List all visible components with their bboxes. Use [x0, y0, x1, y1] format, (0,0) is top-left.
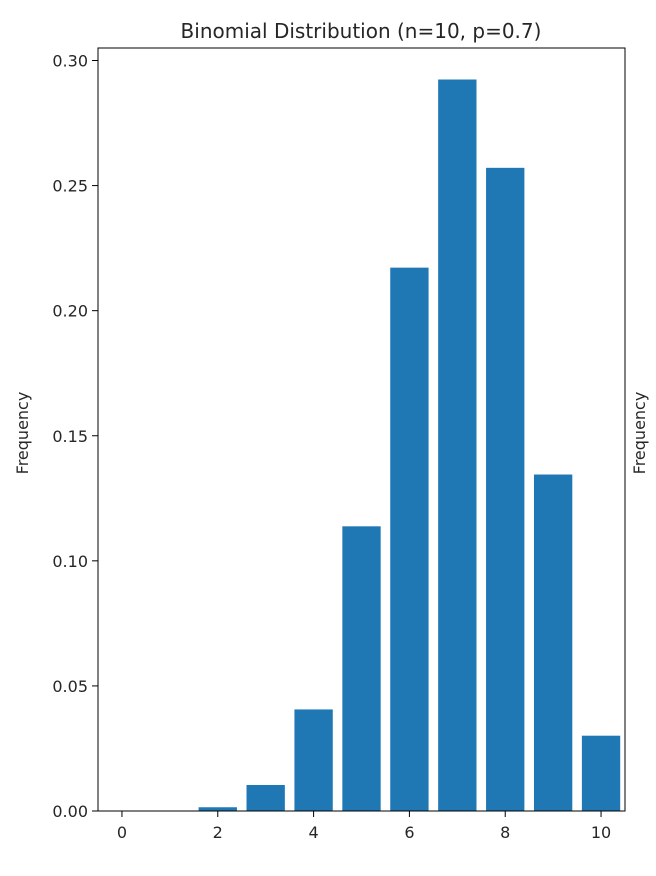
x-axis: 0 2 4 6 8 10: [117, 811, 611, 842]
bar-7: [438, 79, 477, 811]
y-tick-label: 0.25: [52, 177, 88, 196]
x-tick-label: 4: [308, 823, 318, 842]
y-axis: 0.00 0.05 0.10 0.15 0.20 0.25 0.30: [52, 52, 98, 821]
y-tick-label: 0.00: [52, 802, 88, 821]
y-tick-label: 0.05: [52, 677, 88, 696]
bar-6: [390, 267, 429, 811]
y-tick-label: 0.10: [52, 552, 88, 571]
bar-4: [294, 709, 333, 811]
bar-3: [246, 784, 285, 811]
bar-10: [581, 735, 621, 811]
x-tick-label: 8: [500, 823, 510, 842]
bar-9: [533, 474, 573, 811]
bar-5: [342, 526, 381, 811]
plot-area-frame: [97, 47, 626, 812]
x-tick-label: 2: [213, 823, 223, 842]
y-tick-label: 0.30: [52, 52, 88, 71]
y-axis-title-right: Frequency: [630, 392, 649, 475]
y-axis-title-left: Frequency: [13, 392, 32, 475]
bars-group: [198, 79, 621, 811]
x-tick-label: 6: [404, 823, 414, 842]
bar-8: [486, 167, 525, 811]
chart-title: Binomial Distribution (n=10, p=0.7): [181, 19, 542, 43]
bar-2: [198, 807, 237, 811]
y-tick-label: 0.20: [52, 302, 88, 321]
x-tick-label: 10: [591, 823, 611, 842]
x-tick-label: 0: [117, 823, 127, 842]
y-tick-label: 0.15: [52, 427, 88, 446]
